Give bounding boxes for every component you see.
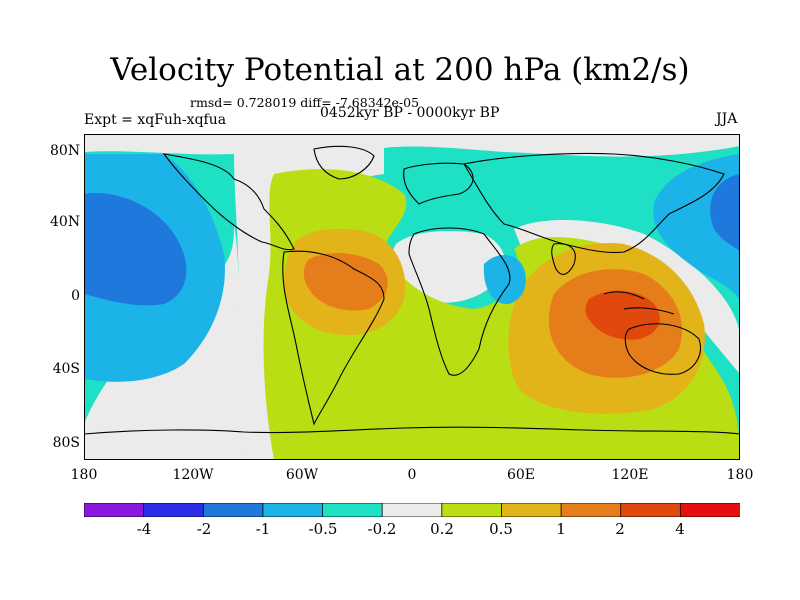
colorbar-swatch (441, 503, 503, 517)
x-tick-0: 0 (407, 467, 417, 483)
colorbar-swatch (322, 503, 384, 517)
coastline-australia (624, 323, 701, 375)
coastline-antarctica (84, 426, 740, 435)
coastline-india (551, 243, 576, 275)
experiment-label: Expt = xqFuh-xqfua (84, 112, 227, 128)
y-tick-40s: 40S (52, 361, 80, 377)
coastline-north-america (162, 153, 295, 251)
colorbar-swatch (679, 503, 740, 517)
colorbar-swatch (501, 503, 562, 517)
y-tick-0: 0 (71, 288, 80, 304)
colorbar-swatch (143, 503, 205, 517)
colorbar-swatch (620, 503, 682, 517)
field-weak-negative-east-africa (483, 254, 526, 305)
colorbar-swatch (262, 503, 324, 517)
field-strong-positive-america (303, 252, 388, 311)
coastline-greenland (313, 145, 375, 180)
colorbar (84, 503, 740, 517)
rmsd-diff-stats: rmsd= 0.728019 diff= -7.68342e-05 (190, 95, 420, 110)
y-tick-40n: 40N (50, 214, 81, 230)
x-tick-60w: 60W (285, 467, 319, 483)
colorbar-swatch (84, 503, 145, 517)
colorbar-label: -0.2 (367, 520, 397, 538)
coastlines (84, 145, 740, 435)
coastline-asia (463, 152, 725, 253)
colorbar-label: -2 (196, 520, 212, 538)
colorbar-label: 0.2 (430, 520, 454, 538)
colorbar-label: -1 (255, 520, 271, 538)
period-label: 0452kyr BP - 0000kyr BP (320, 105, 500, 121)
y-tick-80n: 80N (50, 143, 81, 159)
colorbar-label: 2 (615, 520, 625, 538)
coastline-europe (403, 162, 474, 205)
colorbar-swatch (381, 503, 443, 517)
field-moderate-negative-pacific-east (710, 174, 740, 252)
x-tick-120w: 120W (172, 467, 214, 483)
velocity-potential-map (84, 134, 740, 460)
map-title: Velocity Potential at 200 hPa (km2/s) (110, 52, 690, 88)
colorbar-label: 1 (556, 520, 566, 538)
season-label: JJA (716, 111, 738, 127)
field-very-strong-positive-core (585, 290, 660, 340)
colorbar-swatch (202, 503, 264, 517)
x-tick-180-right: 180 (726, 467, 754, 483)
x-tick-120e: 120E (611, 467, 649, 483)
colorbar-label: -4 (136, 520, 152, 538)
field-neutral-arctic (84, 134, 740, 157)
coastline-maritime-continent (603, 291, 675, 315)
x-tick-180-left: 180 (70, 467, 98, 483)
y-tick-80s: 80S (52, 435, 80, 451)
coastline-africa (408, 227, 511, 376)
x-tick-60e: 60E (506, 467, 536, 483)
colorbar-swatch (560, 503, 622, 517)
coastline-south-america (282, 250, 385, 426)
colorbar-label: 4 (675, 520, 685, 538)
field-moderate-negative-pacific-west (84, 193, 187, 306)
colorbar-label: 0.5 (489, 520, 513, 538)
colorbar-label: -0.5 (308, 520, 338, 538)
